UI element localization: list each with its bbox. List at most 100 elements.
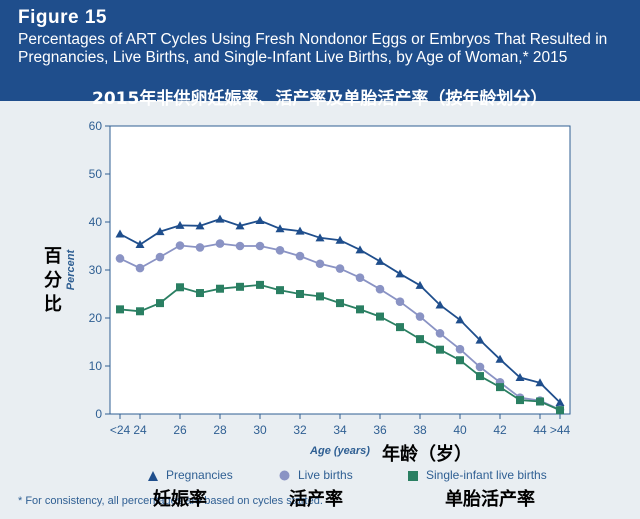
- data-point-single-infant-live-births: [536, 397, 544, 406]
- data-point-pregnancies: [355, 245, 365, 254]
- data-point-pregnancies: [155, 227, 165, 236]
- x-tick-label: >44: [550, 423, 571, 437]
- chinese-legend-single-live-birth: 单胎活产率: [445, 489, 535, 510]
- data-point-pregnancies: [215, 214, 225, 223]
- data-point-live-births: [455, 344, 465, 354]
- data-point-single-infant-live-births: [416, 335, 424, 344]
- data-point-live-births: [295, 251, 305, 261]
- y-tick-label: 50: [89, 167, 103, 181]
- figure-header: Figure 15 Percentages of ART Cycles Usin…: [0, 0, 640, 101]
- square-marker-icon: [408, 470, 418, 481]
- x-tick-label: 26: [173, 423, 187, 437]
- data-point-live-births: [175, 241, 185, 250]
- x-tick-label: 24: [133, 423, 147, 437]
- figure-title: Percentages of ART Cycles Using Fresh No…: [18, 31, 608, 66]
- figure-label: Figure 15: [18, 7, 107, 28]
- data-point-pregnancies: [475, 335, 485, 344]
- y-tick-label: 30: [89, 263, 103, 277]
- data-point-pregnancies: [415, 280, 425, 289]
- footnote: * For consistency, all percentages are b…: [18, 495, 323, 507]
- data-point-live-births: [235, 241, 245, 251]
- x-tick-label: <24: [110, 423, 131, 437]
- chinese-overlay-title: 2015年非供卵妊娠率、活产率及单胎活产率（按年龄划分）: [92, 89, 548, 109]
- data-point-live-births: [335, 264, 345, 273]
- y-tick-label: 0: [95, 407, 102, 421]
- data-point-single-infant-live-births: [296, 290, 304, 298]
- y-tick-label: 60: [89, 119, 103, 133]
- x-tick-label: 42: [493, 423, 507, 437]
- x-tick-label: 44: [533, 423, 547, 437]
- data-point-live-births: [435, 329, 445, 338]
- data-point-live-births: [475, 362, 485, 372]
- data-point-single-infant-live-births: [256, 280, 264, 289]
- data-point-single-infant-live-births: [376, 312, 384, 321]
- y-tick-label: 10: [89, 359, 103, 373]
- data-point-pregnancies: [455, 315, 465, 324]
- legend-item-pregnancies: Pregnancies: [148, 468, 233, 482]
- data-point-live-births: [155, 252, 165, 262]
- data-point-live-births: [395, 297, 405, 306]
- data-point-single-infant-live-births: [496, 383, 504, 392]
- x-axis-label: Age (years): [309, 445, 370, 457]
- x-tick-label: 28: [213, 423, 227, 437]
- data-point-live-births: [355, 273, 365, 282]
- legend-item-single-infant: Single-infant live births: [408, 468, 547, 482]
- x-tick-label: 38: [413, 423, 427, 437]
- legend-label-single-infant: Single-infant live births: [426, 468, 547, 482]
- data-point-single-infant-live-births: [456, 356, 464, 365]
- data-point-single-infant-live-births: [436, 345, 444, 354]
- chinese-legend-pregnancy: 妊娠率: [153, 489, 207, 510]
- data-point-live-births: [275, 246, 285, 255]
- data-point-pregnancies: [235, 221, 245, 230]
- data-point-live-births: [415, 312, 425, 321]
- data-point-single-infant-live-births: [276, 286, 284, 295]
- data-point-pregnancies: [135, 240, 145, 249]
- data-point-pregnancies: [335, 235, 345, 244]
- data-point-pregnancies: [495, 354, 505, 363]
- data-point-pregnancies: [295, 226, 305, 235]
- data-point-live-births: [215, 239, 225, 248]
- data-point-single-infant-live-births: [336, 299, 344, 308]
- data-point-live-births: [135, 263, 145, 273]
- data-point-live-births: [115, 254, 125, 263]
- data-point-pregnancies: [555, 397, 565, 406]
- data-point-live-births: [195, 243, 205, 252]
- data-point-live-births: [375, 284, 385, 294]
- data-point-single-infant-live-births: [116, 305, 124, 314]
- chinese-y-axis-label: 百分比: [44, 246, 62, 315]
- legend-label-live-births: Live births: [298, 468, 353, 482]
- legend-label-pregnancies: Pregnancies: [166, 468, 233, 482]
- data-point-single-infant-live-births: [216, 284, 224, 293]
- data-point-pregnancies: [375, 256, 385, 265]
- x-tick-label: 40: [453, 423, 467, 437]
- x-tick-label: 36: [373, 423, 387, 437]
- y-tick-label: 20: [89, 311, 103, 325]
- data-point-single-infant-live-births: [196, 289, 204, 298]
- data-point-single-infant-live-births: [176, 283, 184, 292]
- data-point-single-infant-live-births: [236, 282, 244, 291]
- y-axis-label: Percent: [65, 248, 77, 290]
- circle-marker-icon: [279, 470, 290, 481]
- data-point-single-infant-live-births: [476, 372, 484, 381]
- data-point-single-infant-live-births: [356, 305, 364, 314]
- data-point-pregnancies: [435, 300, 445, 309]
- data-point-single-infant-live-births: [156, 299, 164, 308]
- data-point-live-births: [315, 259, 325, 269]
- y-tick-label: 40: [89, 215, 103, 229]
- x-tick-label: 30: [253, 423, 267, 437]
- data-point-pregnancies: [515, 373, 525, 382]
- data-point-pregnancies: [255, 216, 265, 225]
- data-point-pregnancies: [535, 378, 545, 387]
- data-point-pregnancies: [315, 233, 325, 242]
- data-point-single-infant-live-births: [316, 292, 324, 301]
- data-point-pregnancies: [175, 220, 185, 229]
- x-tick-label: 32: [293, 423, 307, 437]
- data-point-pregnancies: [395, 269, 405, 278]
- data-point-pregnancies: [115, 229, 125, 238]
- data-point-pregnancies: [275, 224, 285, 233]
- data-point-single-infant-live-births: [516, 396, 524, 405]
- data-point-live-births: [255, 241, 265, 251]
- legend-item-live-births: Live births: [279, 468, 353, 482]
- triangle-marker-icon: [148, 470, 158, 481]
